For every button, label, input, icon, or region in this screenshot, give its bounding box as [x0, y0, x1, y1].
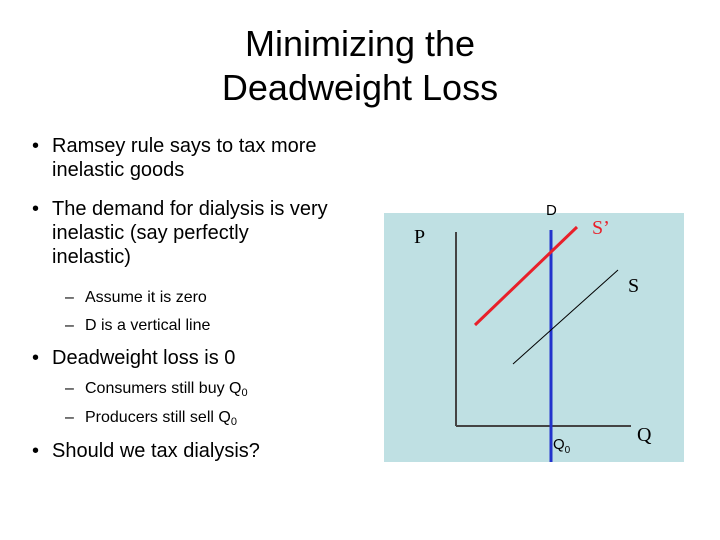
taxed-supply-curve [473, 225, 579, 327]
sub-bullet-dash: – [65, 289, 74, 306]
q0-label-subscript: 0 [565, 445, 571, 456]
bullet-ramsey-rule: • Ramsey rule says to tax more inelastic… [32, 134, 317, 182]
sub-bullet-consumers: – Consumers still buy Q0 [65, 379, 248, 399]
sub-bullet-vertical-line: – D is a vertical line [65, 316, 211, 336]
title-line-2: Deadweight Loss [221, 67, 499, 108]
subscript: 0 [230, 416, 237, 428]
bullet-dot: • [32, 198, 40, 220]
sub-bullet-text: D is a vertical line [85, 317, 211, 334]
subscript: 0 [241, 387, 248, 399]
bullet-deadweight-zero: • Deadweight loss is 0 [32, 346, 236, 370]
demand-label: D [546, 202, 557, 219]
bullet-text-line: inelastic (say perfectly [52, 222, 249, 244]
sub-bullet-text: Consumers still buy Q [85, 380, 242, 397]
bullet-text-line: inelastic) [52, 246, 131, 268]
bullet-dot: • [32, 135, 40, 157]
bullet-text: Should we tax dialysis? [52, 440, 260, 462]
sub-bullet-dash: – [65, 317, 74, 334]
bullet-dot: • [32, 440, 40, 462]
sub-bullet-producers: – Producers still sell Q0 [65, 408, 237, 428]
bullet-dialysis-demand: • The demand for dialysis is very inelas… [32, 197, 328, 269]
bullet-text-line: The demand for dialysis is very [52, 198, 328, 220]
bullet-text: Deadweight loss is 0 [52, 347, 236, 369]
q0-label-text: Q [553, 436, 565, 453]
title-line-1: Minimizing the [244, 23, 476, 64]
supply-curve [512, 269, 619, 365]
slide-title: Minimizing the Deadweight Loss [150, 22, 570, 110]
sub-bullet-text: Assume it is zero [85, 289, 207, 306]
bullet-dot: • [32, 347, 40, 369]
supply-label: S [628, 275, 639, 297]
x-axis-label: Q [637, 424, 652, 446]
sub-bullet-text: Producers still sell Q [85, 409, 231, 426]
supply-demand-diagram: P D S’ S Q0 Q [384, 202, 684, 462]
bullet-tax-question: • Should we tax dialysis? [32, 439, 260, 463]
sub-bullet-dash: – [65, 380, 74, 397]
taxed-supply-label: S’ [592, 217, 610, 239]
y-axis-label: P [414, 226, 425, 248]
q0-label: Q0 [553, 436, 571, 456]
diagram-background [384, 213, 684, 462]
bullet-text-line: inelastic goods [52, 159, 185, 181]
bullet-text-line: Ramsey rule says to tax more [52, 135, 317, 157]
sub-bullet-dash: – [65, 409, 74, 426]
sub-bullet-assume-zero: – Assume it is zero [65, 288, 207, 308]
